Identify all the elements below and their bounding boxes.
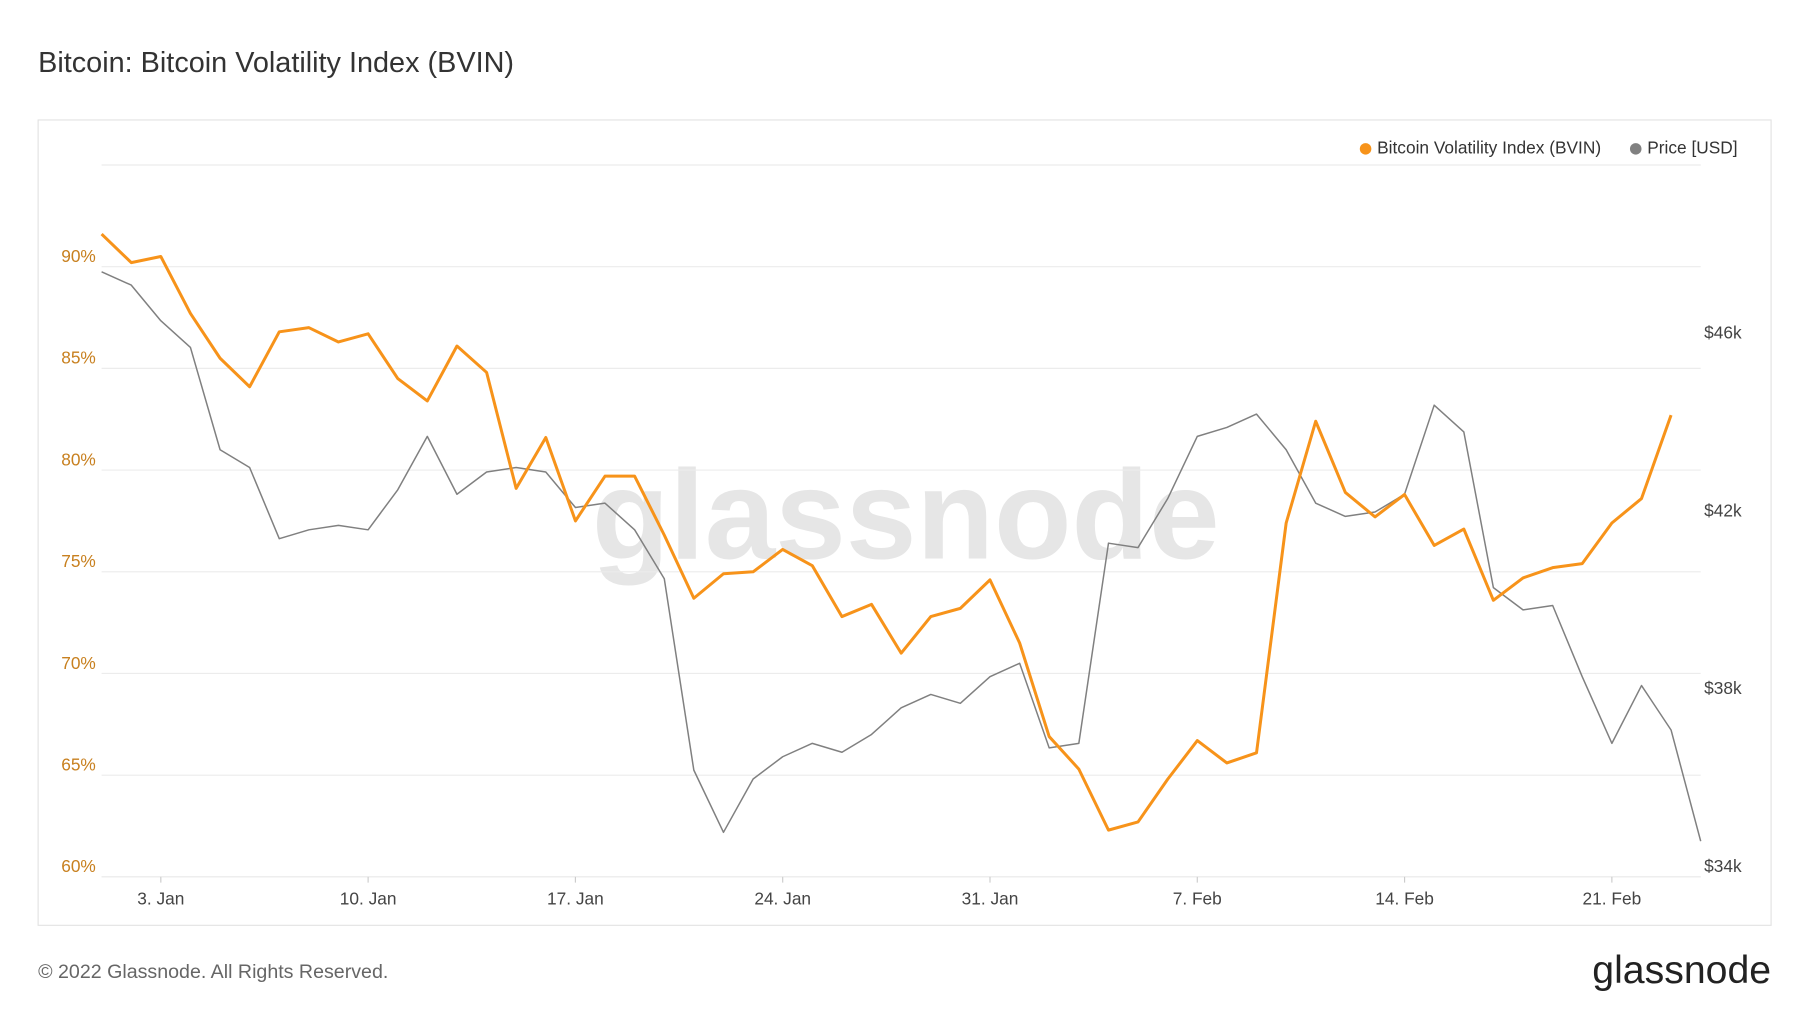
- chart-title: Bitcoin: Bitcoin Volatility Index (BVIN): [38, 47, 514, 79]
- x-tick-label: 24. Jan: [754, 888, 811, 908]
- y-tick-label: 80%: [61, 449, 96, 469]
- y-tick-label: 90%: [61, 246, 96, 266]
- y2-tick-label: $42k: [1704, 500, 1742, 520]
- x-tick-label: 21. Feb: [1583, 888, 1642, 908]
- x-tick-label: 10. Jan: [340, 888, 397, 908]
- x-tick-label: 31. Jan: [962, 888, 1019, 908]
- y-tick-label: 85%: [61, 348, 96, 368]
- x-tick-label: 14. Feb: [1375, 888, 1434, 908]
- x-tick-label: 17. Jan: [547, 888, 604, 908]
- y2-tick-label: $46k: [1704, 322, 1742, 342]
- y-tick-label: 70%: [61, 653, 96, 673]
- legend: Price [USD] Bitcoin Volatility Index (BVI…: [1359, 137, 1738, 157]
- y-tick-label: 65%: [61, 754, 96, 774]
- series-line: [100, 233, 1673, 832]
- footer: © 2022 Glassnode. All Rights Reserved.: [38, 961, 388, 983]
- watermark: glassnode: [592, 443, 1220, 585]
- legend-marker: [1359, 143, 1372, 155]
- y2-tick-label: $38k: [1704, 678, 1742, 698]
- series-line: [101, 271, 1702, 842]
- legend-label: Price [USD]: [1647, 137, 1737, 157]
- y-tick-label: 75%: [61, 551, 96, 571]
- y2-tick-label: $34k: [1704, 856, 1742, 876]
- x-tick-label: 3. Jan: [137, 888, 184, 908]
- x-tick-label: 7. Feb: [1173, 888, 1222, 908]
- legend-marker: [1629, 143, 1642, 155]
- legend-label: Bitcoin Volatility Index (BVIN): [1377, 137, 1601, 157]
- y-tick-label: 60%: [61, 856, 96, 876]
- chart-frame: [37, 119, 1772, 926]
- logo: glassnode: [1592, 948, 1771, 992]
